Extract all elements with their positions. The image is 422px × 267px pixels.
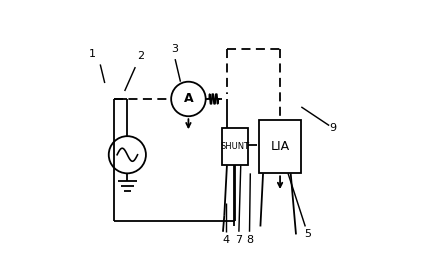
Text: 3: 3 [172, 44, 179, 53]
Text: 5: 5 [304, 229, 311, 239]
Text: 7: 7 [235, 235, 243, 245]
Bar [222, 128, 248, 165]
Text: LIA: LIA [271, 140, 289, 153]
Bar [259, 120, 301, 173]
Text: SHUNT: SHUNT [220, 142, 249, 151]
Text: 1: 1 [89, 49, 96, 59]
Text: 2: 2 [137, 52, 144, 61]
Text: 9: 9 [330, 123, 337, 133]
Text: A: A [184, 92, 193, 105]
Text: 8: 8 [246, 235, 253, 245]
Text: 4: 4 [222, 235, 229, 245]
